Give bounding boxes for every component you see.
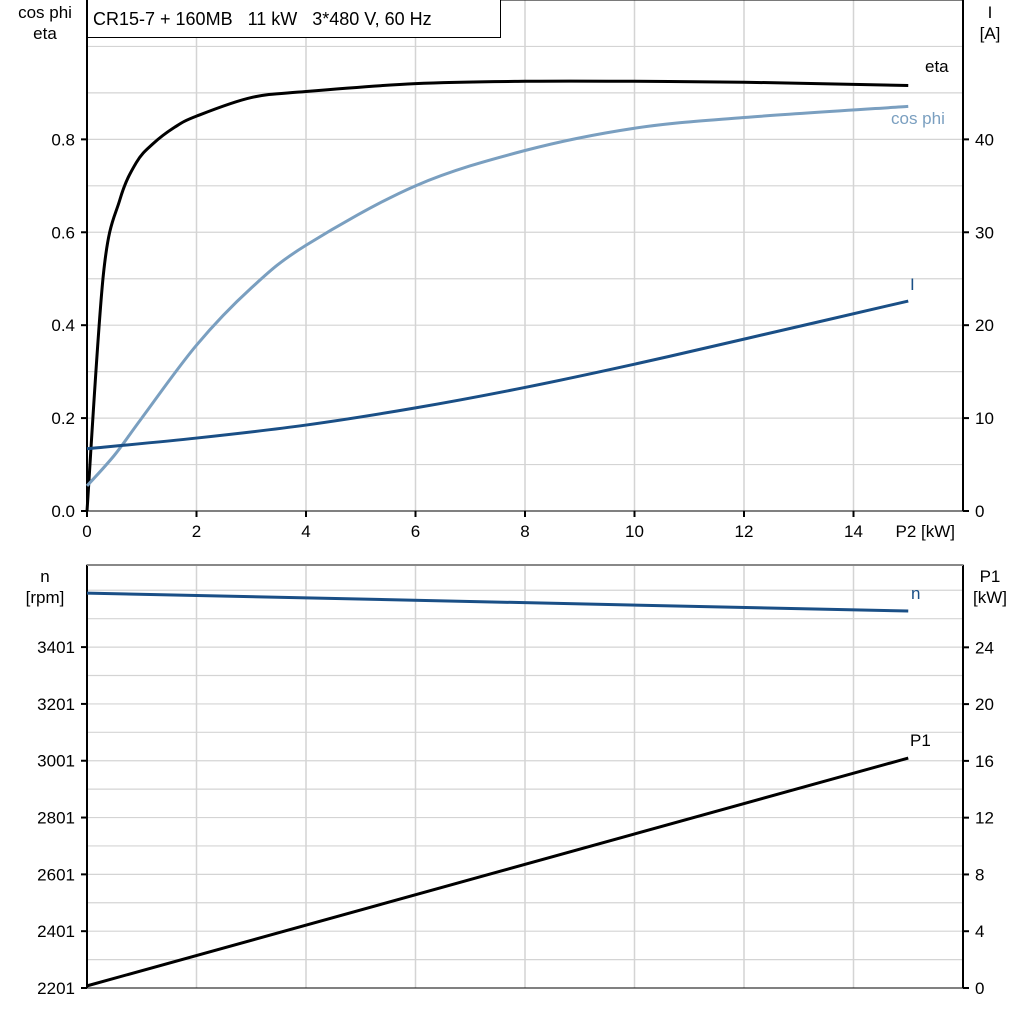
y-left-axis-label: cos phi — [18, 3, 72, 22]
x-tick-label: 4 — [301, 522, 310, 541]
y-left-tick-label: 0.4 — [51, 316, 75, 335]
y-left-tick-label: 0.6 — [51, 223, 75, 242]
y-right-axis-label: I — [988, 3, 993, 22]
x-tick-label: 2 — [192, 522, 201, 541]
y-right-axis-label: [A] — [980, 24, 1001, 43]
y-left-tick-label: 3201 — [37, 695, 75, 714]
x-tick-label: 0 — [82, 522, 91, 541]
series-label-I: I — [910, 275, 915, 294]
x-tick-label: 12 — [735, 522, 754, 541]
x-tick-label: 10 — [625, 522, 644, 541]
y-left-axis-label: n — [40, 567, 49, 586]
y-left-tick-label: 0.2 — [51, 409, 75, 428]
y-left-tick-label: 2801 — [37, 809, 75, 828]
series-label-eta: eta — [925, 57, 949, 76]
series-label-cos-phi: cos phi — [891, 109, 945, 128]
y-left-axis-label: eta — [33, 24, 57, 43]
chart-title: CR15-7 + 160MB 11 kW 3*480 V, 60 Hz — [87, 0, 501, 38]
x-tick-label: 8 — [520, 522, 529, 541]
y-right-tick-label: 4 — [975, 922, 984, 941]
y-left-axis-label: [rpm] — [26, 588, 65, 607]
y-right-tick-label: 30 — [975, 223, 994, 242]
series-line-P1 — [86, 756, 909, 988]
series-line-n — [86, 591, 909, 613]
x-tick-label: 14 — [844, 522, 863, 541]
y-right-tick-label: 8 — [975, 865, 984, 884]
series-line-cos-phi — [85, 104, 909, 487]
y-right-tick-label: 40 — [975, 130, 994, 149]
y-left-tick-label: 2601 — [37, 865, 75, 884]
y-right-tick-label: 0 — [975, 502, 984, 521]
y-right-tick-label: 20 — [975, 695, 994, 714]
y-right-tick-label: 16 — [975, 752, 994, 771]
x-tick-label: 6 — [411, 522, 420, 541]
y-left-tick-label: 2201 — [37, 979, 75, 998]
y-right-axis-label: [kW] — [973, 588, 1007, 607]
y-right-tick-label: 0 — [975, 979, 984, 998]
y-right-tick-label: 10 — [975, 409, 994, 428]
y-left-tick-label: 2401 — [37, 922, 75, 941]
series-line-eta — [85, 79, 909, 512]
series-label-n: n — [911, 584, 920, 603]
y-right-tick-label: 24 — [975, 638, 994, 657]
x-axis-label: P2 [kW] — [895, 522, 955, 541]
y-left-tick-label: 0.0 — [51, 502, 75, 521]
y-left-tick-label: 3401 — [37, 638, 75, 657]
y-right-tick-label: 12 — [975, 809, 994, 828]
y-left-tick-label: 0.8 — [51, 130, 75, 149]
series-label-P1: P1 — [910, 731, 931, 750]
y-left-tick-label: 3001 — [37, 752, 75, 771]
series-line-I — [86, 299, 909, 451]
y-right-axis-label: P1 — [980, 567, 1001, 586]
y-right-tick-label: 20 — [975, 316, 994, 335]
